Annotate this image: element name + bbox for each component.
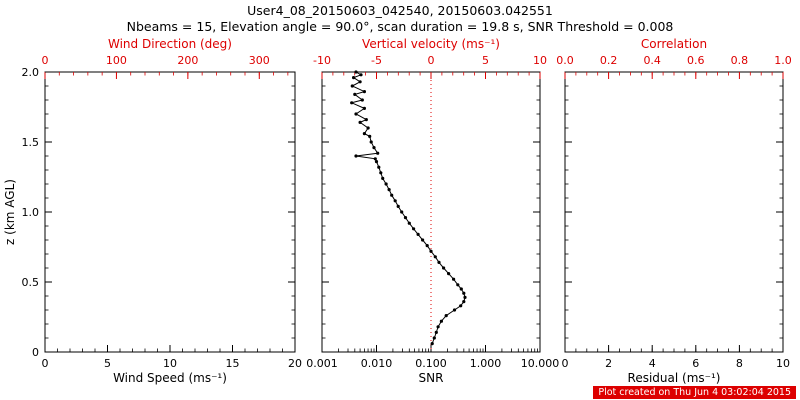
svg-text:0: 0: [562, 357, 569, 370]
svg-text:Wind Direction (deg): Wind Direction (deg): [108, 37, 232, 51]
svg-text:Correlation: Correlation: [641, 37, 707, 51]
svg-text:Residual (ms⁻¹): Residual (ms⁻¹): [628, 371, 721, 385]
svg-text:-5: -5: [371, 54, 382, 67]
svg-text:5: 5: [482, 54, 489, 67]
plot-title: User4_08_20150603_042540, 20150603.04255…: [247, 3, 553, 18]
svg-text:100: 100: [106, 54, 127, 67]
svg-text:5: 5: [104, 357, 111, 370]
svg-text:0.001: 0.001: [306, 357, 338, 370]
svg-text:2.0: 2.0: [22, 66, 40, 79]
svg-text:0.010: 0.010: [361, 357, 393, 370]
svg-text:20: 20: [288, 357, 302, 370]
svg-text:10: 10: [776, 357, 790, 370]
svg-text:0: 0: [32, 346, 39, 359]
svg-text:0.100: 0.100: [415, 357, 447, 370]
svg-text:200: 200: [177, 54, 198, 67]
svg-text:Vertical velocity (ms⁻¹): Vertical velocity (ms⁻¹): [362, 37, 500, 51]
svg-text:1.0: 1.0: [774, 54, 792, 67]
svg-text:15: 15: [226, 357, 240, 370]
snr-panel: 0.001 0.010 0.100 1.000 10.000 SNR -10 -5 0 5 10 Ve…: [306, 37, 559, 385]
svg-text:10: 10: [163, 357, 177, 370]
svg-text:8: 8: [736, 357, 743, 370]
svg-text:-10: -10: [313, 54, 331, 67]
plot-subtitle: Nbeams = 15, Elevation angle = 90.0°, sc…: [126, 19, 674, 34]
wind-speed-panel: 0 5 10 15 20 Wind Speed (ms⁻¹) 0 100 200 300 Wind …: [3, 37, 302, 385]
svg-text:1.5: 1.5: [22, 136, 40, 149]
svg-text:0.8: 0.8: [731, 54, 749, 67]
creation-timestamp: Plot created on Thu Jun 4 03:02:04 2015: [593, 386, 796, 399]
snr-profile: [350, 71, 466, 344]
svg-text:6: 6: [692, 357, 699, 370]
residual-panel: 0 2 4 6 8 10 Residual (ms⁻¹) 0.0 0.2 0.4 0.6 0.8 1.0…: [556, 37, 792, 385]
svg-text:0.0: 0.0: [556, 54, 574, 67]
svg-text:10: 10: [533, 54, 547, 67]
svg-text:0.6: 0.6: [687, 54, 705, 67]
svg-text:0: 0: [428, 54, 435, 67]
svg-text:2: 2: [605, 357, 612, 370]
svg-text:0.5: 0.5: [22, 276, 40, 289]
svg-text:10.000: 10.000: [521, 357, 560, 370]
svg-text:0.2: 0.2: [600, 54, 618, 67]
svg-text:z (km AGL): z (km AGL): [3, 179, 17, 245]
svg-text:1.000: 1.000: [470, 357, 502, 370]
svg-text:0.4: 0.4: [643, 54, 661, 67]
svg-text:1.0: 1.0: [22, 206, 40, 219]
svg-text:0: 0: [42, 54, 49, 67]
svg-text:300: 300: [249, 54, 270, 67]
svg-text:Wind Speed (ms⁻¹): Wind Speed (ms⁻¹): [113, 371, 227, 385]
svg-text:4: 4: [649, 357, 656, 370]
svg-text:0: 0: [42, 357, 49, 370]
svg-text:SNR: SNR: [419, 371, 444, 385]
